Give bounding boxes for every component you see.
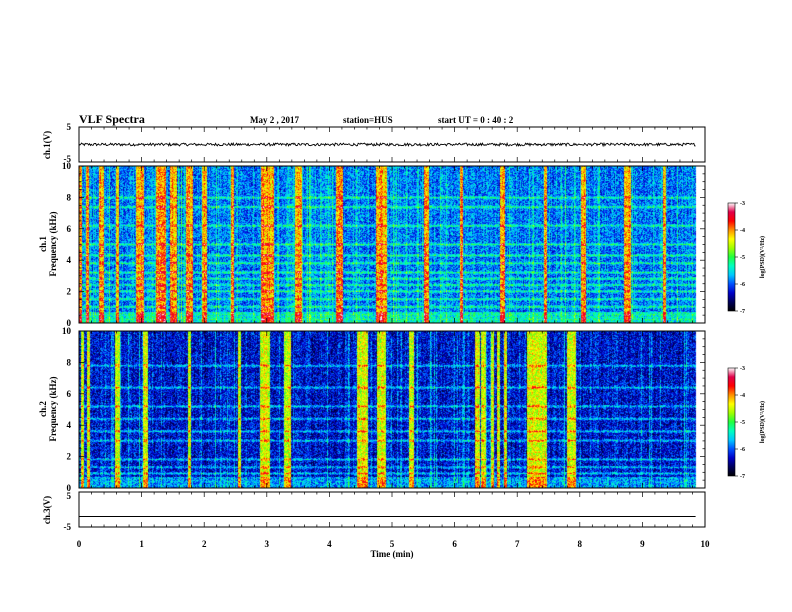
figure-title: VLF Spectra bbox=[79, 112, 145, 126]
ch2-spectrogram-yticks: 0 2 4 6 8 10 bbox=[62, 326, 72, 493]
ch2-colorbar-label: log(PSD)(V²/Hz) bbox=[759, 401, 766, 443]
time-tick-label: 6 bbox=[452, 539, 457, 549]
ch2-colorbar: -3 -4 -5 -6 -7 log(PSD)(V²/Hz) bbox=[727, 366, 766, 480]
ch3-waveform-ylabel: ch.3(V) bbox=[42, 496, 52, 524]
start-time-label: start UT = 0 : 40 : 2 bbox=[438, 115, 514, 125]
time-tick-label: 4 bbox=[327, 539, 332, 549]
time-tick-label: 0 bbox=[77, 539, 82, 549]
ch1-ytick-bottom: -5 bbox=[64, 154, 72, 164]
ch1-colorbar-ticks: -3 -4 -5 -6 -7 bbox=[735, 201, 745, 315]
ch2-colorbar-ticks: -3 -4 -5 -6 -7 bbox=[735, 366, 745, 480]
colorbar-tick-label: -5 bbox=[740, 255, 745, 261]
time-axis-tick-labels: 0 1 2 3 4 5 6 7 8 9 10 bbox=[77, 539, 710, 549]
frequency-tick-label: 2 bbox=[67, 452, 72, 462]
colorbar-tick-label: -6 bbox=[740, 282, 745, 288]
ch3-waveform-frame bbox=[78, 491, 706, 528]
colorbar-tick-label: -4 bbox=[740, 228, 745, 234]
time-tick-label: 10 bbox=[701, 539, 711, 549]
ch2-spectrogram-ylabel: Frequency (kHz) bbox=[48, 376, 58, 441]
colorbar-tick-label: -7 bbox=[740, 309, 745, 315]
ch1-spectrogram-ylabel: Frequency (kHz) bbox=[48, 211, 58, 276]
station-label: station=HUS bbox=[343, 115, 393, 125]
ch1-spectrogram-ticks bbox=[78, 165, 706, 324]
ch2-colorbar-scale bbox=[727, 367, 736, 477]
frequency-tick-label: 8 bbox=[67, 192, 72, 202]
frequency-tick-label: 4 bbox=[67, 420, 72, 430]
frequency-tick-label: 0 bbox=[67, 318, 72, 328]
ch1-spectrogram-panel: 0 2 4 6 8 10 ch.1 Frequency (kHz) bbox=[38, 161, 706, 328]
colorbar-tick-label: -6 bbox=[740, 447, 745, 453]
ch2-spectrogram-ticks bbox=[78, 330, 706, 489]
frequency-tick-label: 2 bbox=[67, 287, 72, 297]
colorbar-tick-label: -7 bbox=[740, 474, 745, 480]
ch1-waveform-ticks bbox=[78, 127, 706, 162]
time-tick-label: 2 bbox=[202, 539, 207, 549]
ch1-spectrogram-image bbox=[79, 166, 705, 323]
time-tick-label: 3 bbox=[265, 539, 270, 549]
ch1-colorbar: -3 -4 -5 -6 -7 log(PSD)(V²/Hz) bbox=[727, 201, 766, 315]
frequency-tick-label: 10 bbox=[62, 326, 72, 336]
colorbar-tick-label: -5 bbox=[740, 420, 745, 426]
time-tick-label: 1 bbox=[139, 539, 144, 549]
ch1-waveform-trace bbox=[78, 141, 696, 148]
ch2-spectrogram-panel: 0 2 4 6 8 10 ch.2 Frequency (kHz) bbox=[38, 326, 706, 493]
time-tick-label: 5 bbox=[390, 539, 395, 549]
frequency-tick-label: 6 bbox=[67, 389, 72, 399]
ch1-waveform-panel: 5 -5 ch.1(V) bbox=[42, 122, 706, 164]
ch1-waveform-frame bbox=[78, 126, 706, 163]
ch1-ytick-top: 5 bbox=[67, 122, 72, 132]
time-tick-label: 7 bbox=[515, 539, 520, 549]
ch2-spectrogram-channel-label: ch.2 bbox=[38, 401, 48, 417]
frequency-tick-label: 0 bbox=[67, 483, 72, 493]
time-axis-label: Time (min) bbox=[370, 549, 413, 559]
frequency-tick-label: 10 bbox=[62, 161, 72, 171]
time-tick-label: 8 bbox=[578, 539, 583, 549]
frequency-tick-label: 6 bbox=[67, 224, 72, 234]
ch3-waveform-panel: 5 -5 ch.3(V) 0 1 2 3 4 5 6 7 8 9 10 Time (min) bbox=[42, 491, 710, 559]
ch3-ytick-bottom: -5 bbox=[64, 522, 72, 532]
frequency-tick-label: 4 bbox=[67, 255, 72, 265]
ch2-spectrogram-image bbox=[79, 331, 705, 488]
ch3-waveform-ticks bbox=[78, 492, 706, 527]
colorbar-tick-label: -3 bbox=[740, 201, 745, 207]
ch1-colorbar-label: log(PSD)(V²/Hz) bbox=[759, 236, 766, 278]
colorbar-tick-label: -4 bbox=[740, 393, 745, 399]
ch1-colorbar-scale bbox=[727, 202, 736, 312]
ch3-ytick-top: 5 bbox=[67, 491, 72, 501]
frequency-tick-label: 8 bbox=[67, 357, 72, 367]
ch1-spectrogram-yticks: 0 2 4 6 8 10 bbox=[62, 161, 72, 328]
ch1-waveform-ylabel: ch.1(V) bbox=[42, 131, 52, 159]
date-label: May 2 , 2017 bbox=[250, 115, 299, 125]
colorbar-tick-label: -3 bbox=[740, 366, 745, 372]
ch1-spectrogram-channel-label: ch.1 bbox=[38, 236, 48, 252]
time-tick-label: 9 bbox=[640, 539, 645, 549]
